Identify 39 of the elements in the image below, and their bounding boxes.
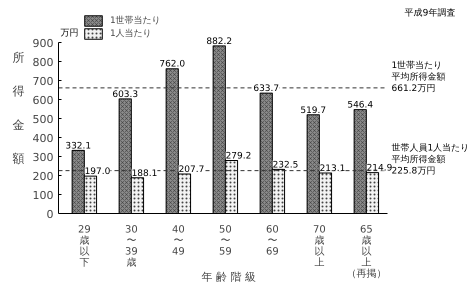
data-label: 214.9 xyxy=(366,164,393,174)
y-tick-label: 600 xyxy=(32,94,54,107)
data-label: 332.1 xyxy=(65,141,92,152)
text: 平成9年調査 xyxy=(404,8,456,18)
data-label: 546.4 xyxy=(347,100,374,111)
data-label: 213.1 xyxy=(320,164,346,174)
data-label: 279.2 xyxy=(226,151,252,162)
x-axis-title: 年 齢 階 級 xyxy=(202,270,256,284)
ref-line-label: 1世帯当たり平均所得金額661.2万円 xyxy=(392,60,446,94)
x-tick-label: 70歳以上 xyxy=(312,224,326,268)
text: 万円 xyxy=(60,28,78,38)
data-label: 207.7 xyxy=(178,165,204,176)
y-tick-label: 400 xyxy=(32,132,54,145)
legend-label: 1世帯当たり xyxy=(110,14,161,27)
y-tick-label: 0 xyxy=(46,208,54,221)
y-tick-label: 500 xyxy=(32,113,54,126)
x-tick-label: 30〜39歳 xyxy=(124,224,138,268)
y-tick-label: 900 xyxy=(32,37,54,50)
x-tick-label: 29歳以下 xyxy=(78,224,91,268)
x-tick-label: 40〜49 xyxy=(172,224,185,258)
text: 所得金額 xyxy=(12,50,25,166)
ref-line-label: 世帯人員1人当たり平均所得金額225.8万円 xyxy=(392,142,470,177)
data-label: 762.0 xyxy=(159,60,186,70)
legend-label: 1人当たり xyxy=(110,28,152,40)
y-tick-label: 200 xyxy=(32,170,54,183)
x-tick-label: 50〜59 xyxy=(218,224,232,258)
data-label: 188.1 xyxy=(132,168,158,179)
data-label: 882.2 xyxy=(206,36,232,47)
x-tick-label: 65歳以上（再掲） xyxy=(346,224,386,280)
data-label: 519.7 xyxy=(300,106,326,116)
data-label: 633.7 xyxy=(253,84,280,94)
y-tick-label: 800 xyxy=(32,56,54,69)
y-tick-label: 300 xyxy=(32,151,54,164)
data-label: 197.0 xyxy=(84,167,111,178)
y-tick-label: 100 xyxy=(32,189,54,202)
y-tick-label: 700 xyxy=(32,75,54,88)
x-tick-label: 60〜69 xyxy=(266,224,279,258)
data-label: 232.5 xyxy=(272,160,298,170)
data-label: 603.3 xyxy=(112,90,138,100)
